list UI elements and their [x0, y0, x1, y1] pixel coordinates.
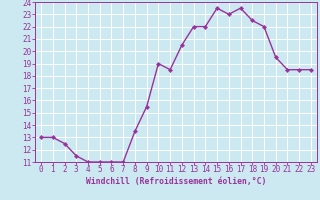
X-axis label: Windchill (Refroidissement éolien,°C): Windchill (Refroidissement éolien,°C): [86, 177, 266, 186]
